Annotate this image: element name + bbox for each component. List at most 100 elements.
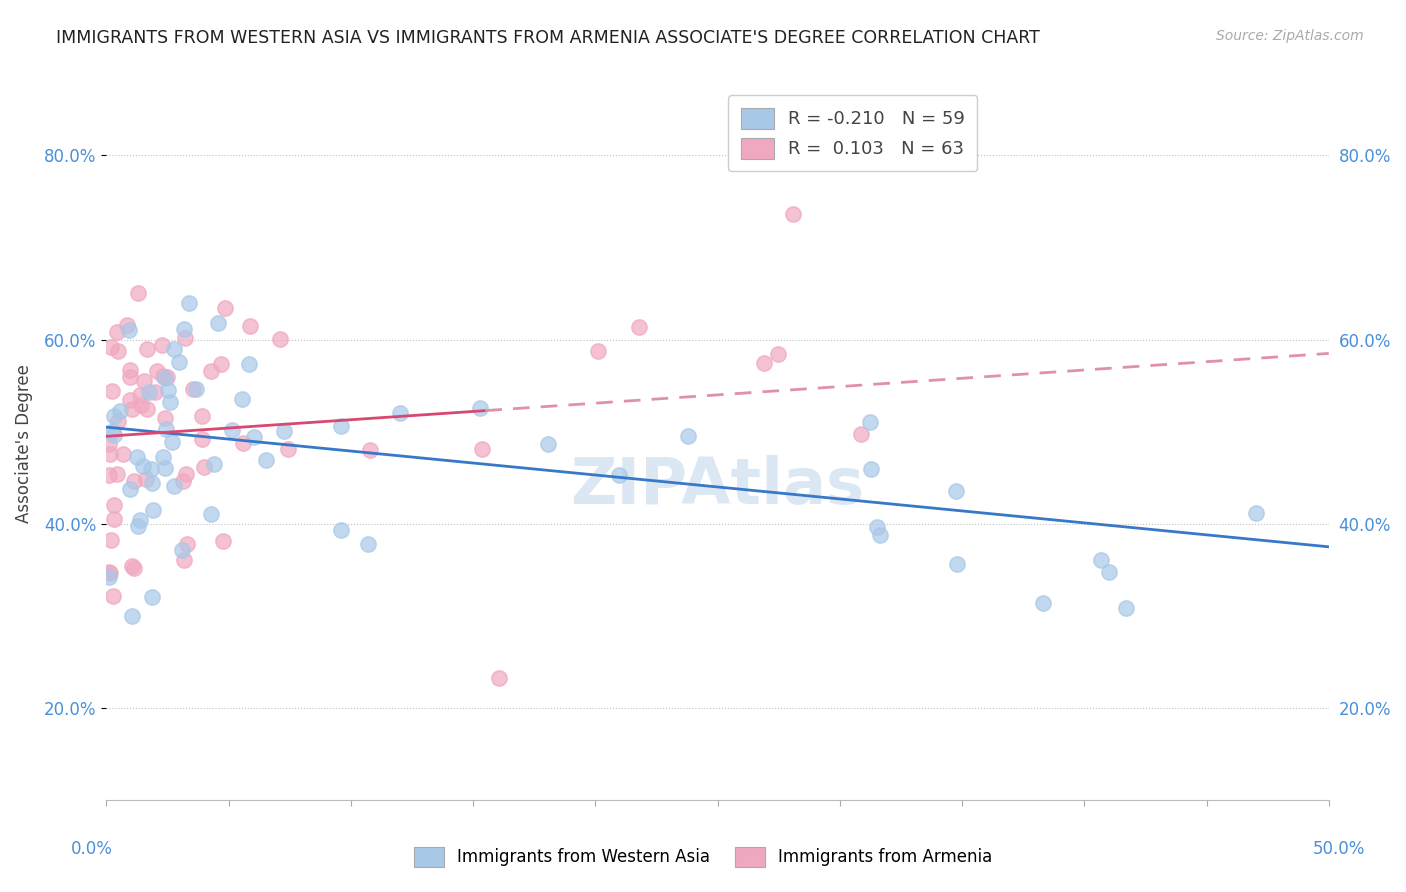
Point — [768, 347, 790, 361]
Point — [1115, 601, 1137, 615]
Point — [155, 422, 177, 436]
Point — [141, 475, 163, 490]
Point — [131, 398, 153, 412]
Point — [110, 404, 132, 418]
Point — [176, 537, 198, 551]
Point — [330, 523, 353, 537]
Point — [607, 467, 630, 482]
Point — [103, 512, 125, 526]
Point — [945, 484, 967, 499]
Point — [97, 565, 120, 579]
Legend: Immigrants from Western Asia, Immigrants from Armenia: Immigrants from Western Asia, Immigrants… — [404, 838, 1002, 877]
Point — [100, 533, 122, 547]
Point — [121, 558, 143, 573]
Text: 50.0%: 50.0% — [1312, 840, 1365, 858]
Point — [103, 427, 125, 442]
Y-axis label: Associate's Degree: Associate's Degree — [15, 364, 32, 523]
Point — [118, 482, 141, 496]
Point — [163, 479, 186, 493]
Point — [214, 301, 236, 315]
Point — [105, 467, 128, 481]
Point — [172, 474, 194, 488]
Point — [586, 343, 609, 358]
Point — [121, 401, 143, 416]
Point — [468, 401, 491, 415]
Point — [359, 442, 381, 457]
Point — [97, 570, 120, 584]
Point — [138, 385, 160, 400]
Point — [866, 519, 889, 533]
Text: Source: ZipAtlas.com: Source: ZipAtlas.com — [1216, 29, 1364, 43]
Point — [117, 318, 139, 332]
Point — [1090, 553, 1112, 567]
Point — [163, 342, 186, 356]
Point — [388, 405, 411, 419]
Point — [176, 467, 198, 481]
Point — [97, 467, 120, 482]
Point — [488, 672, 510, 686]
Point — [173, 552, 195, 566]
Point — [849, 427, 872, 442]
Point — [179, 296, 201, 310]
Point — [134, 374, 156, 388]
Point — [118, 370, 141, 384]
Point — [200, 364, 222, 378]
Point — [782, 207, 804, 221]
Point — [107, 344, 129, 359]
Text: ZIPAtlas: ZIPAtlas — [571, 455, 865, 517]
Point — [135, 472, 157, 486]
Point — [181, 382, 204, 396]
Point — [277, 442, 299, 456]
Point — [193, 460, 215, 475]
Point — [945, 557, 967, 571]
Point — [200, 507, 222, 521]
Point — [101, 424, 124, 438]
Point — [859, 461, 882, 475]
Point — [139, 462, 162, 476]
Point — [132, 458, 155, 473]
Point — [98, 447, 121, 461]
Point — [858, 415, 880, 429]
Point — [239, 318, 262, 333]
Point — [536, 437, 558, 451]
Point — [103, 499, 125, 513]
Point — [112, 448, 135, 462]
Point — [162, 434, 184, 449]
Point — [357, 537, 380, 551]
Point — [136, 402, 159, 417]
Point — [184, 382, 207, 396]
Point — [118, 363, 141, 377]
Point — [232, 436, 254, 450]
Point — [329, 418, 352, 433]
Point — [125, 450, 148, 465]
Point — [152, 368, 174, 383]
Point — [1244, 507, 1267, 521]
Text: 0.0%: 0.0% — [70, 840, 112, 858]
Point — [105, 325, 128, 339]
Point — [100, 341, 122, 355]
Point — [1032, 596, 1054, 610]
Point — [152, 450, 174, 464]
Point — [136, 343, 159, 357]
Point — [628, 319, 651, 334]
Point — [170, 542, 193, 557]
Point — [122, 561, 145, 575]
Point — [97, 437, 120, 451]
Point — [869, 528, 891, 542]
Point — [238, 357, 260, 371]
Point — [98, 566, 121, 580]
Point — [155, 371, 177, 385]
Point — [145, 385, 167, 400]
Point — [221, 423, 243, 437]
Point — [103, 589, 125, 603]
Point — [269, 332, 291, 346]
Point — [142, 502, 165, 516]
Point — [273, 424, 295, 438]
Point — [254, 453, 277, 467]
Point — [121, 608, 143, 623]
Point — [211, 534, 233, 549]
Point — [190, 409, 212, 424]
Point — [107, 413, 129, 427]
Point — [128, 513, 150, 527]
Point — [127, 286, 149, 301]
